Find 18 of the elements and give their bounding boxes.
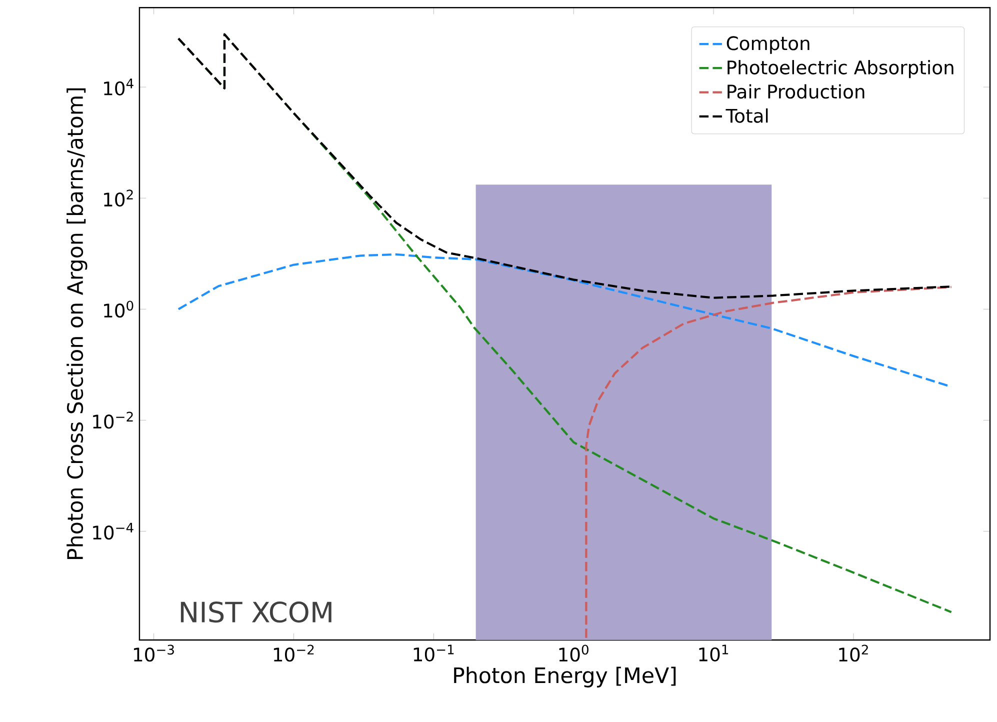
x-tick-label: 10$^{−1}$	[414, 644, 454, 662]
y-axis-title: Photon Cross Section on Argon [barns/atom]	[66, 88, 88, 559]
legend-label: Pair Production	[728, 84, 864, 99]
legend-label: Photoelectric Absorption	[728, 60, 954, 78]
x-tick-label: 10$^{2}$	[839, 644, 868, 662]
y-tick-label: 10$^{4}$	[104, 78, 134, 96]
x-tick-label: 10$^{−2}$	[274, 644, 314, 662]
x-tick-label: 10$^{1}$	[699, 644, 728, 662]
annotation: NIST XCOM	[180, 601, 332, 623]
legend-label: Compton	[726, 36, 810, 54]
y-tick-label: 10$^{0}$	[104, 300, 134, 318]
x-axis-title: Photon Energy [MeV]	[454, 666, 676, 688]
x-tick-label: 10$^{−3}$	[134, 644, 174, 662]
y-tick-label: 10$^{−2}$	[93, 412, 133, 429]
legend-label: Total	[726, 108, 768, 123]
y-tick-label: 10$^{−4}$	[93, 522, 134, 540]
x-tick-label: 10$^{0}$	[559, 644, 588, 662]
y-tick-label: 10$^{2}$	[104, 190, 133, 207]
